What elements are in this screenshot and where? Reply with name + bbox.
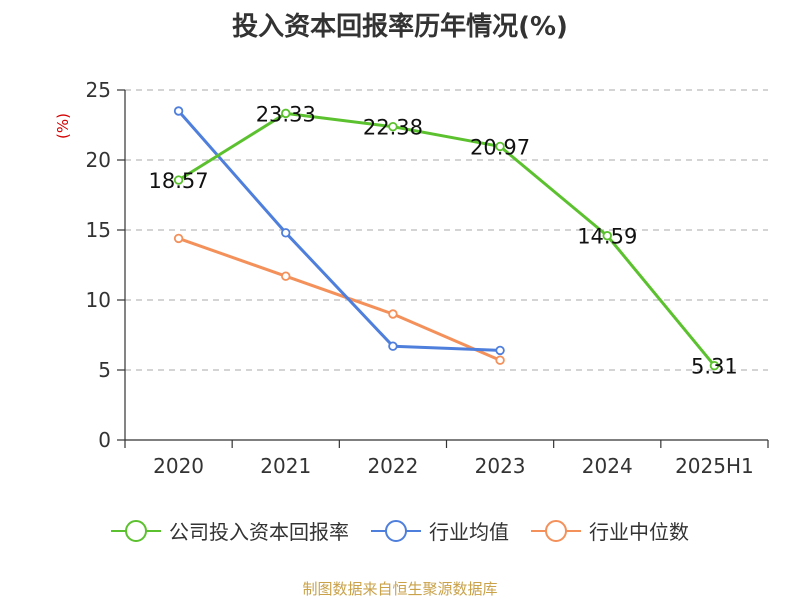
y-tick-label: 0 bbox=[98, 428, 111, 452]
data-point bbox=[173, 233, 184, 244]
series-line bbox=[178, 236, 501, 362]
x-tick-label: 2021 bbox=[260, 454, 311, 478]
x-tick-label: 2022 bbox=[367, 454, 418, 478]
data-point bbox=[281, 271, 291, 281]
y-axis-label: (%) bbox=[54, 113, 72, 139]
data-point bbox=[173, 175, 184, 185]
y-tick-label: 15 bbox=[86, 218, 111, 242]
data-point bbox=[388, 341, 398, 351]
data-label: 18.57 bbox=[149, 169, 209, 193]
y-tick-label: 10 bbox=[86, 288, 111, 312]
data-point bbox=[709, 360, 720, 371]
legend-item[interactable]: 行业中位数 bbox=[531, 516, 689, 545]
data-point bbox=[173, 106, 184, 116]
series-line bbox=[177, 110, 501, 352]
data-point bbox=[495, 345, 505, 356]
x-tick-label: 2025H1 bbox=[675, 454, 754, 478]
legend-swatch-icon bbox=[371, 519, 421, 543]
data-label: 22.38 bbox=[363, 116, 423, 140]
data-point bbox=[495, 355, 505, 365]
y-tick-label: 20 bbox=[86, 148, 111, 172]
y-tick-label: 25 bbox=[86, 78, 111, 102]
series-line bbox=[177, 111, 716, 367]
legend-item[interactable]: 行业均值 bbox=[371, 516, 509, 545]
x-tick-label: 2020 bbox=[153, 454, 204, 478]
legend-item[interactable]: 公司投入资本回报率 bbox=[111, 516, 349, 545]
legend-swatch-icon bbox=[111, 519, 161, 543]
legend-label: 公司投入资本回报率 bbox=[169, 520, 349, 544]
data-label: 14.59 bbox=[577, 225, 637, 249]
data-point bbox=[388, 121, 398, 132]
legend-label: 行业均值 bbox=[429, 520, 509, 544]
data-point bbox=[281, 108, 291, 119]
y-tick-label: 5 bbox=[98, 358, 111, 382]
data-label: 20.97 bbox=[470, 135, 530, 159]
chart-legend[interactable]: 公司投入资本回报率 行业均值 行业中位数 bbox=[0, 516, 800, 545]
data-point bbox=[281, 228, 291, 238]
data-label: 5.31 bbox=[691, 355, 738, 379]
x-tick-label: 2024 bbox=[582, 454, 633, 478]
legend-swatch-icon bbox=[531, 519, 581, 543]
data-point bbox=[602, 231, 612, 241]
data-point bbox=[495, 141, 505, 152]
data-source-note: 制图数据来自恒生聚源数据库 bbox=[302, 580, 498, 598]
chart-title: 投入资本回报率历年情况(%) bbox=[232, 12, 568, 42]
data-label: 23.33 bbox=[256, 102, 316, 126]
data-point bbox=[388, 309, 398, 319]
legend-label: 行业中位数 bbox=[589, 520, 689, 544]
x-tick-label: 2023 bbox=[475, 454, 526, 478]
